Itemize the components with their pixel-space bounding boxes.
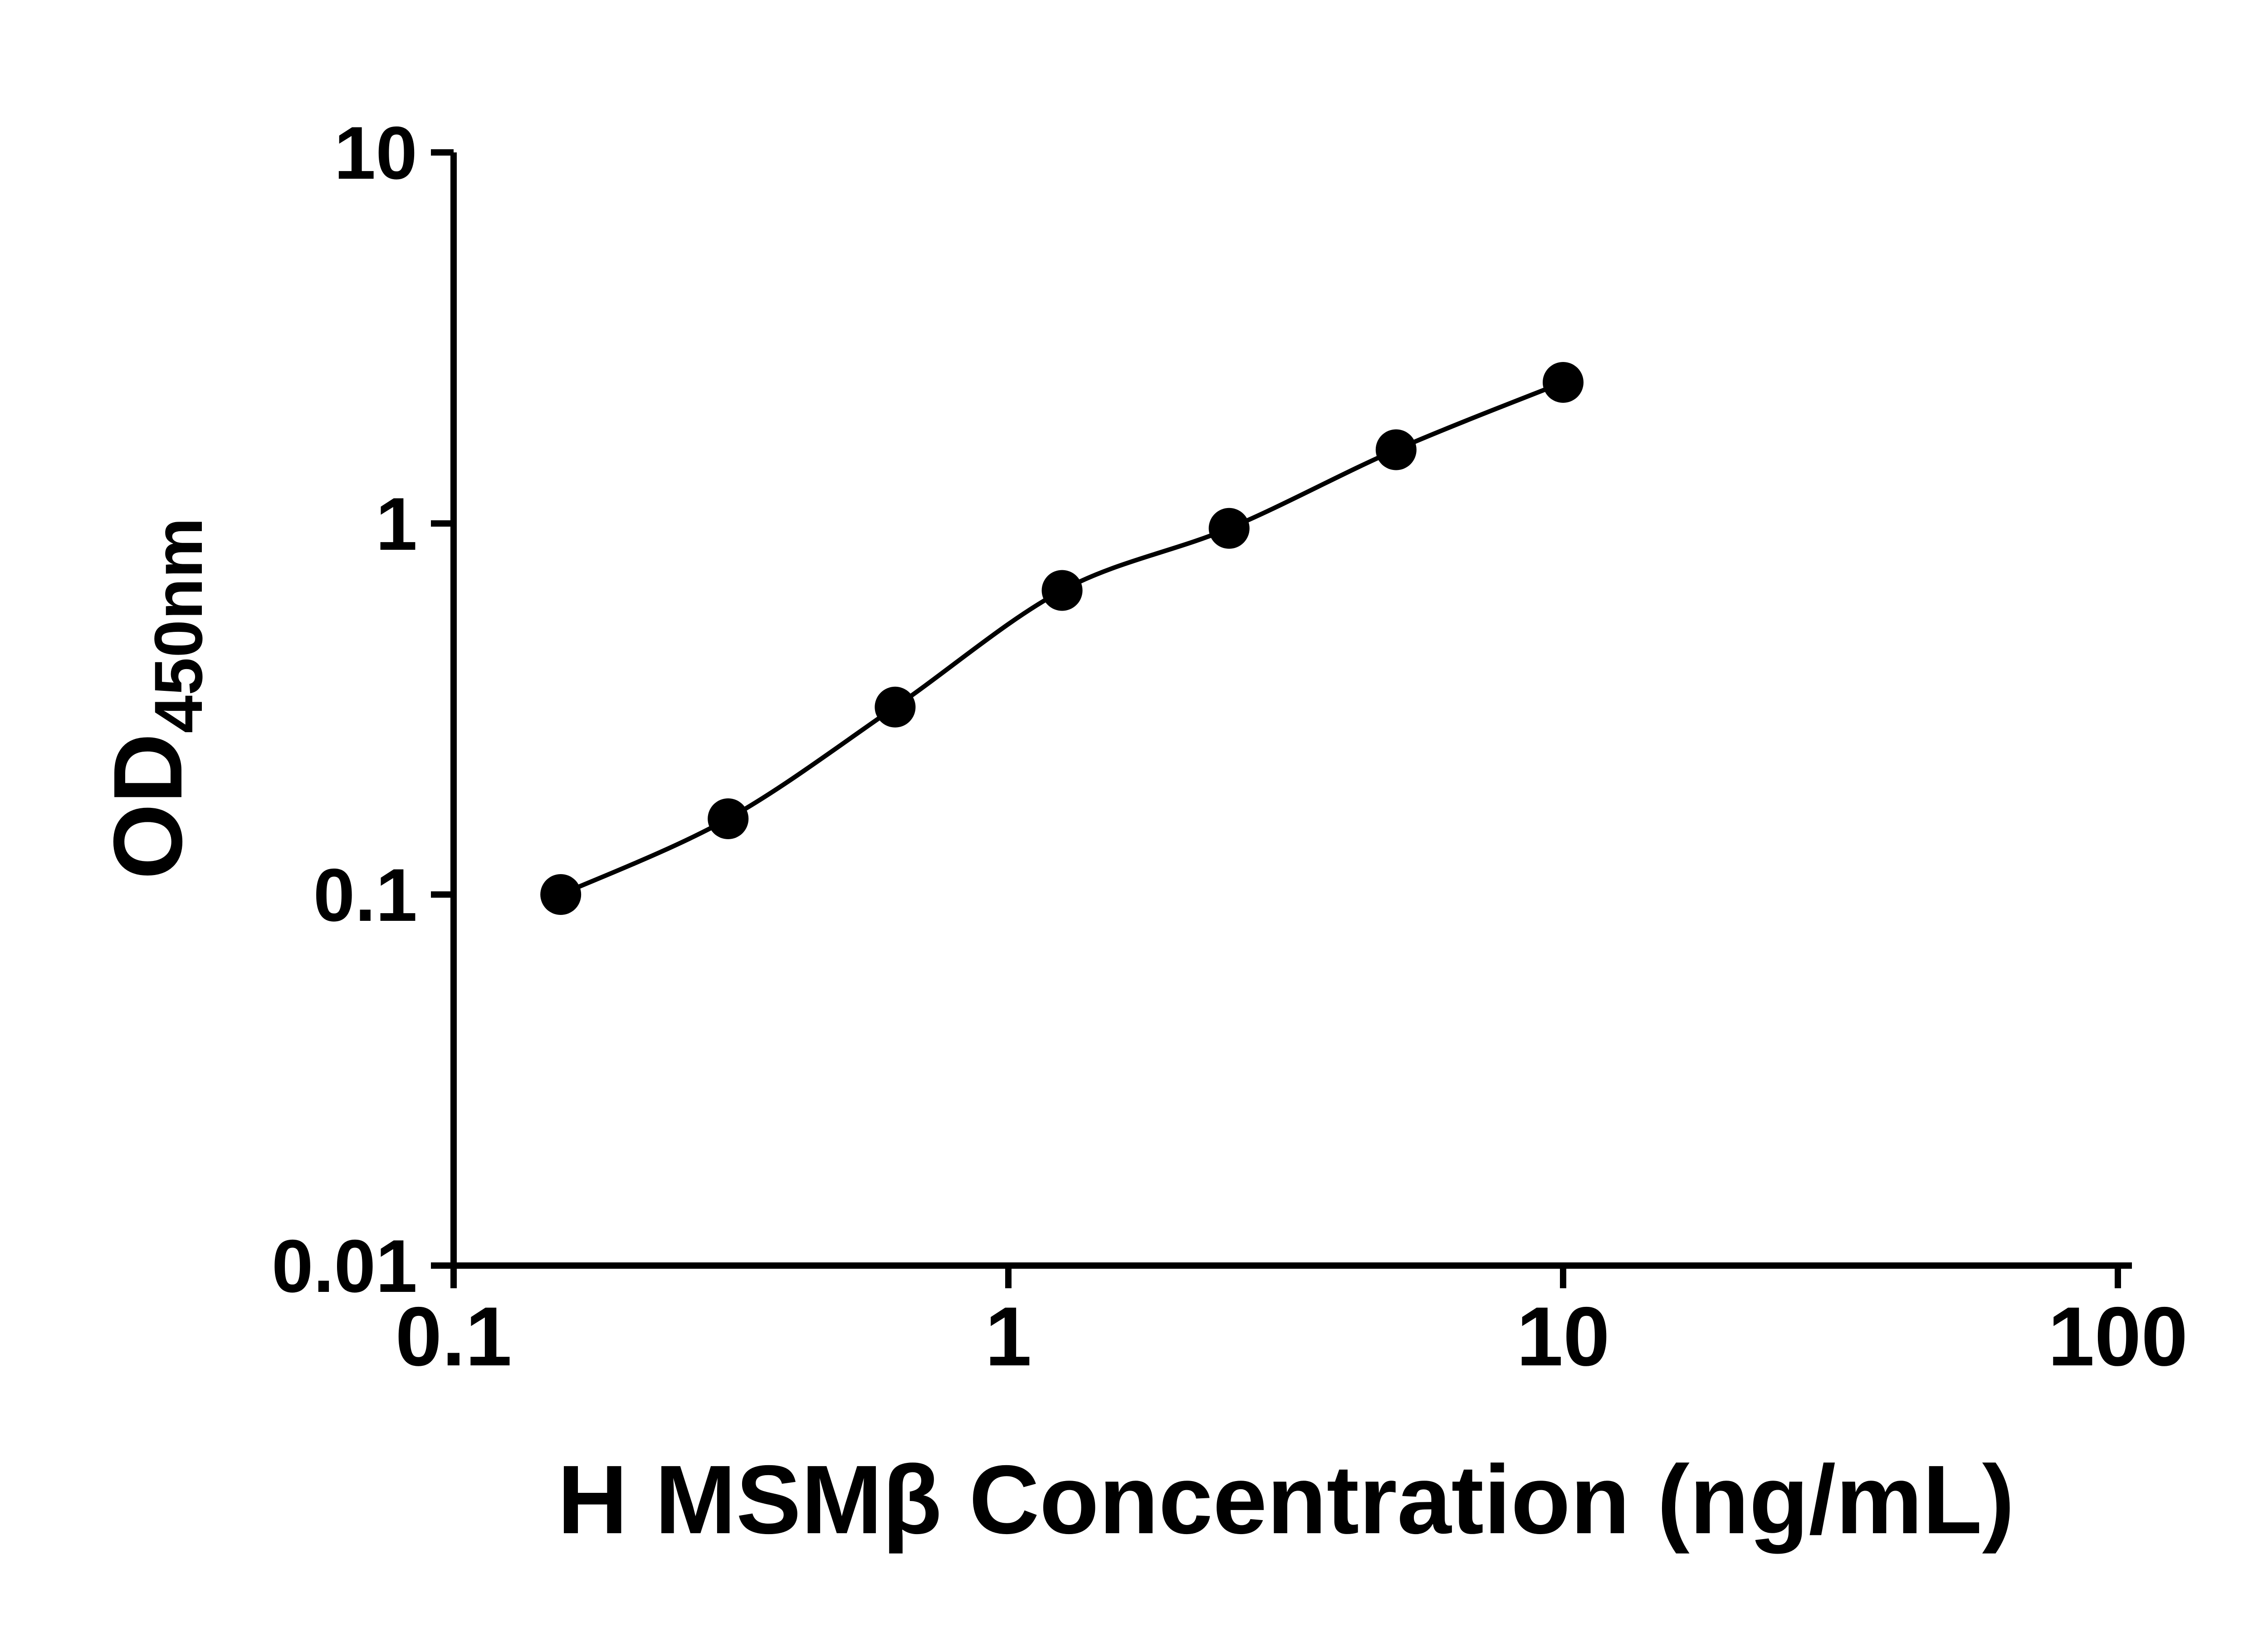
data-point	[1375, 429, 1417, 470]
data-point	[708, 798, 749, 839]
x-tick-label: 1	[985, 1290, 1032, 1384]
y-axis-ticks	[431, 149, 454, 1269]
data-point	[1543, 362, 1584, 403]
data-point	[540, 874, 582, 915]
y-axis-title: OD450nm	[93, 518, 216, 880]
x-axis-tick-labels: 0.1 1 10 100	[395, 1290, 2188, 1384]
y-axis-title-subscript: 450nm	[140, 518, 216, 733]
y-axis-title-main: OD	[93, 733, 202, 880]
data-point	[1208, 508, 1250, 549]
y-tick-label: 1	[376, 482, 417, 566]
y-tick-label: 0.1	[313, 853, 417, 937]
data-points	[540, 362, 1584, 915]
x-tick-label: 100	[2048, 1290, 2188, 1384]
x-axis-title: H MSMβ Concentration (ng/mL)	[557, 1445, 2015, 1554]
data-point	[875, 686, 916, 728]
data-point	[1041, 570, 1083, 611]
x-tick-label: 10	[1516, 1290, 1610, 1384]
x-axis-ticks	[450, 1266, 2121, 1288]
y-tick-label: 0.01	[272, 1224, 417, 1308]
x-tick-label: 0.1	[395, 1290, 512, 1384]
y-axis-tick-labels: 0.01 0.1 1 10	[272, 111, 417, 1308]
y-tick-label: 10	[334, 111, 417, 195]
